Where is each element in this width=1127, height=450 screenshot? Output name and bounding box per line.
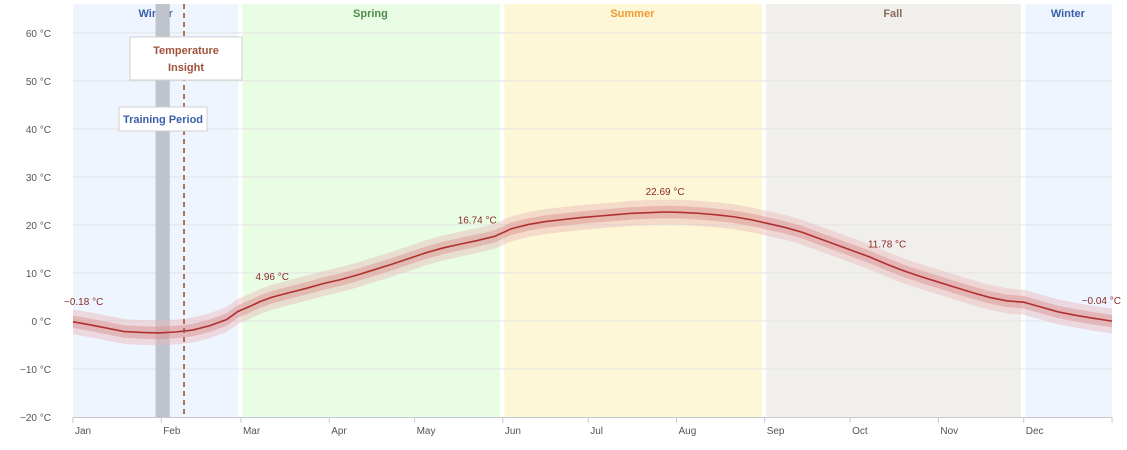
y-tick-label: 10 °C	[26, 269, 51, 280]
season-band-summer-2	[502, 4, 762, 417]
season-band-spring-1	[240, 4, 500, 417]
temperature-inner-band	[73, 205, 1112, 340]
insight-annotation-line2: Insight	[168, 62, 204, 74]
x-tick-label-jan: Jan	[75, 426, 91, 437]
y-tick-label: 40 °C	[26, 125, 51, 136]
season-label-fall: Fall	[883, 8, 902, 20]
x-tick-label-dec: Dec	[1026, 426, 1044, 437]
axes: −20 °C −10 °C 0 °C 10 °C 20 °C 30 °C 40 °C 50 °…	[20, 29, 1113, 437]
data-label: 11.78 °C	[868, 239, 906, 250]
insight-annotation-box	[129, 36, 243, 81]
x-tick-label-mar: Mar	[243, 426, 261, 437]
y-tick-label: −10 °C	[20, 365, 51, 376]
data-labels: −0.18 °C 4.96 °C 16.74 °C 22.69 °C 11.78 °C −…	[64, 187, 1121, 308]
x-tick-label-nov: Nov	[940, 426, 958, 437]
temperature-series	[72, 199, 1113, 346]
data-label: −0.04 °C	[1082, 296, 1121, 307]
annotations: Temperature Insight Training Period	[118, 36, 243, 132]
data-label: 16.74 °C	[458, 216, 497, 227]
temperature-line	[72, 211, 1113, 334]
season-band-fall-3	[764, 4, 1021, 417]
x-tick-label-oct: Oct	[852, 426, 868, 437]
season-label-winter: Winter	[1051, 8, 1086, 20]
y-tick-label: 30 °C	[26, 173, 51, 184]
x-tick-label-feb: Feb	[163, 426, 181, 437]
training-period-annotation-box	[118, 106, 208, 132]
y-tick-label: 60 °C	[26, 29, 51, 40]
data-label: −0.18 °C	[64, 297, 103, 308]
data-label: 22.69 °C	[646, 187, 685, 198]
season-label-spring: Spring	[353, 8, 388, 20]
temperature-outer-band	[73, 199, 1112, 346]
y-tick-label: 0 °C	[31, 317, 51, 328]
y-tick-label: −20 °C	[20, 413, 51, 424]
season-bands: WinterSpringSummerFallWinter	[73, 4, 1112, 417]
grid-lines	[73, 32, 1112, 370]
y-tick-label: 50 °C	[26, 77, 51, 88]
training-period-annotation-label: Training Period	[123, 114, 203, 126]
x-tick-label-aug: Aug	[678, 426, 696, 437]
season-band-winter-4	[1023, 4, 1112, 417]
insight-annotation-line1: Temperature	[153, 45, 219, 57]
x-tick-label-jul: Jul	[590, 426, 603, 437]
x-tick-label-sep: Sep	[767, 426, 785, 437]
x-tick-label-apr: Apr	[331, 426, 347, 437]
y-tick-label: 20 °C	[26, 221, 51, 232]
data-label: 4.96 °C	[256, 272, 289, 283]
season-label-summer: Summer	[610, 8, 655, 20]
x-tick-label-may: May	[417, 426, 436, 437]
x-tick-label-jun: Jun	[505, 426, 521, 437]
